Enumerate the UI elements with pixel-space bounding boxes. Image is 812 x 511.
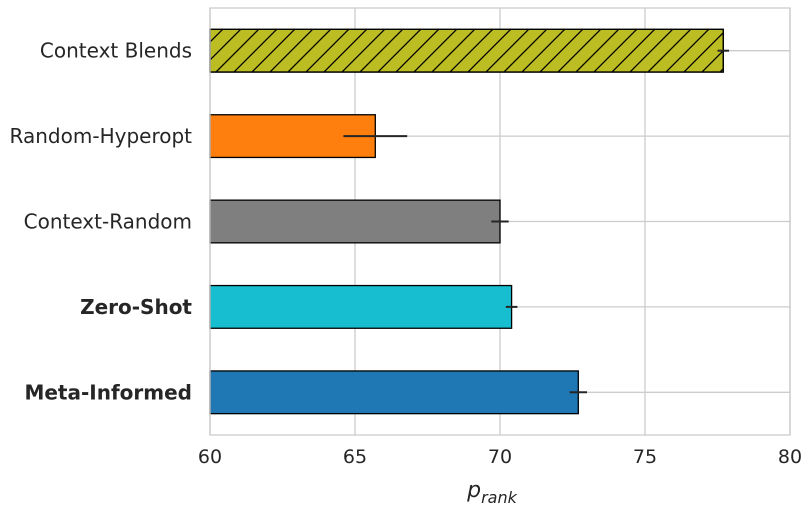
bar	[209, 370, 579, 415]
x-tick-label: 65	[343, 446, 367, 468]
category-label: Zero-Shot	[80, 295, 192, 319]
category-label: Meta-Informed	[24, 380, 192, 404]
x-tick-label: 70	[488, 446, 512, 468]
x-axis-label: prank	[466, 478, 517, 507]
x-tick-labels: 60 65 70 75 80	[198, 446, 802, 468]
category-labels: Context Blends Random-Hyperopt Context-Ran…	[10, 39, 193, 405]
x-tick-label: 75	[633, 446, 657, 468]
error-bars	[343, 49, 730, 394]
category-label: Random-Hyperopt	[10, 124, 193, 148]
bar	[209, 199, 501, 244]
bar-hatch	[209, 28, 724, 73]
bars	[209, 28, 724, 415]
category-label: Context-Random	[24, 210, 192, 234]
category-label: Context Blends	[40, 39, 192, 63]
x-tick-label: 60	[198, 446, 222, 468]
plot-frame	[209, 7, 791, 436]
bar	[209, 284, 513, 329]
x-tick-label: 80	[778, 446, 802, 468]
